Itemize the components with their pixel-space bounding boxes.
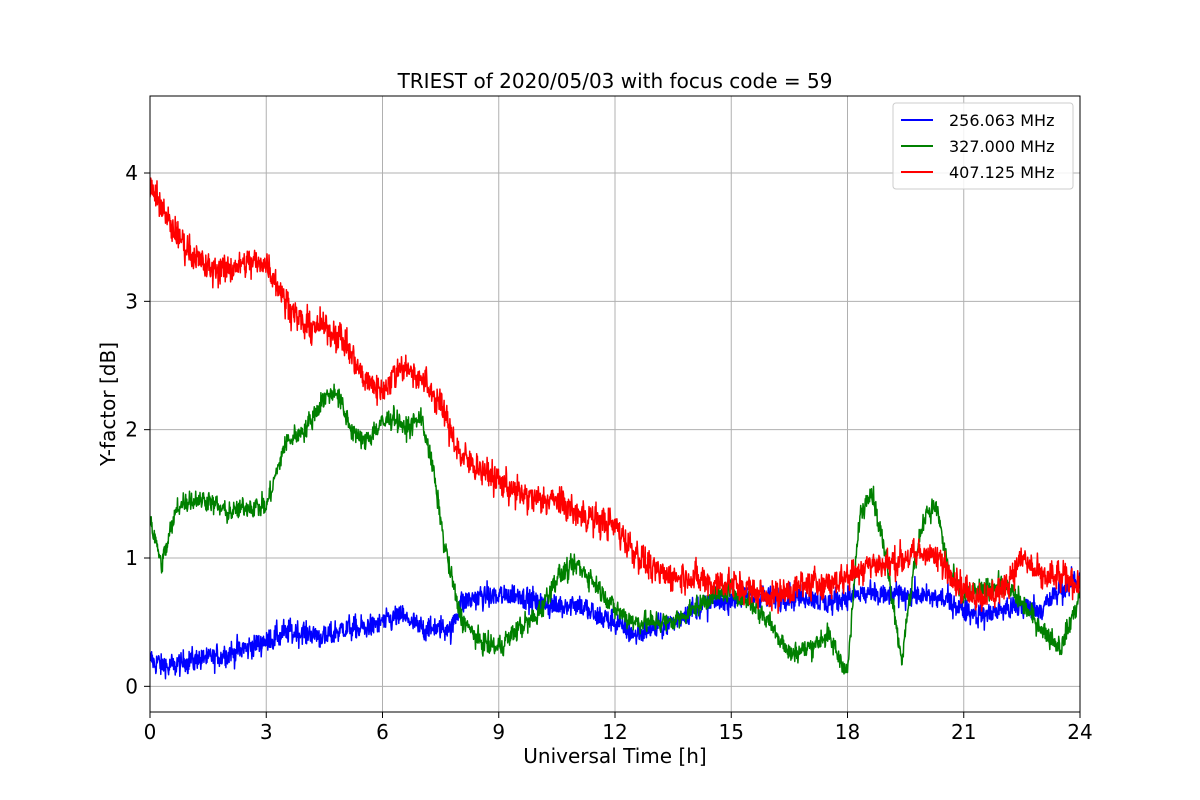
y-tick-label: 1 [125,546,138,570]
x-tick-label: 6 [376,720,389,744]
x-axis: 0 3 6 9 12 15 18 21 24 [144,712,1093,744]
x-tick-label: 24 [1067,720,1092,744]
x-tick-label: 3 [260,720,273,744]
chart-title: TRIEST of 2020/05/03 with focus code = 5… [397,69,833,93]
x-axis-label: Universal Time [h] [523,744,706,768]
x-tick-label: 12 [602,720,627,744]
legend-box [892,102,1074,190]
y-tick-label: 4 [125,161,138,185]
x-tick-label: 15 [719,720,744,744]
series-line-1 [150,566,1080,680]
x-tick-label: 18 [835,720,860,744]
y-tick-label: 0 [125,674,138,698]
y-tick-label: 2 [125,418,138,442]
legend-label: 327.000 MHz [949,137,1054,156]
series-line-2 [150,383,1080,675]
x-tick-label: 21 [951,720,976,744]
x-tick-label: 0 [144,720,157,744]
y-tick-label: 3 [125,289,138,313]
legend-label: 256.063 MHz [949,111,1054,130]
series-line-3 [150,177,1080,614]
legend: 256.063 MHz 327.000 MHz 407.125 MHz [892,102,1074,190]
x-tick-label: 9 [492,720,505,744]
y-axis-label: Y-factor [dB] [96,342,120,467]
y-axis: 0 1 2 3 4 [125,161,150,698]
series-layer [150,177,1080,680]
legend-label: 407.125 MHz [949,163,1054,182]
